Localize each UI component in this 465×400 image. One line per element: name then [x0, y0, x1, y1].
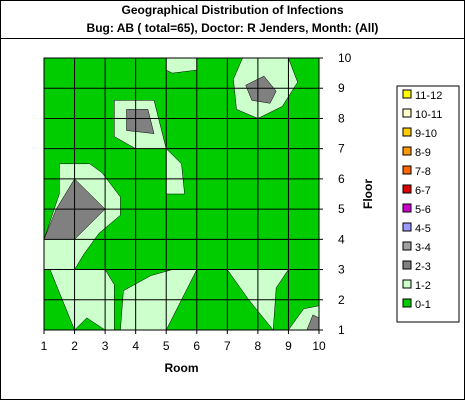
- y-tick-label: 9: [338, 81, 345, 95]
- legend-swatch-2-3: [403, 261, 411, 269]
- legend-swatch-3-4: [403, 242, 411, 250]
- y-tick-label: 1: [338, 323, 345, 337]
- x-tick-label: 1: [41, 339, 48, 353]
- legend-label: 10-11: [415, 109, 442, 121]
- legend-label: 8-9: [415, 147, 431, 159]
- x-tick-label: 7: [224, 339, 231, 353]
- x-tick-label: 6: [193, 339, 200, 353]
- x-tick-label: 9: [285, 339, 292, 353]
- legend-label: 7-8: [415, 166, 431, 178]
- legend-label: 1-2: [415, 280, 431, 292]
- legend-swatch-0-1: [403, 299, 411, 307]
- x-tick-label: 5: [163, 339, 170, 353]
- legend-swatch-5-6: [403, 204, 411, 212]
- y-tick-label: 5: [338, 202, 345, 216]
- legend-swatch-10-11: [403, 109, 411, 117]
- y-tick-label: 2: [338, 293, 345, 307]
- x-tick-label: 10: [312, 339, 326, 353]
- legend-label: 4-5: [415, 223, 431, 235]
- legend-swatch-6-7: [403, 185, 411, 193]
- legend-swatch-4-5: [403, 223, 411, 231]
- x-tick-label: 8: [255, 339, 262, 353]
- legend-swatch-7-8: [403, 166, 411, 174]
- y-tick-label: 7: [338, 142, 345, 156]
- y-tick-label: 10: [338, 51, 352, 65]
- legend-swatch-1-2: [403, 280, 411, 288]
- legend-label: 3-4: [415, 242, 431, 254]
- legend-label: 0-1: [415, 299, 431, 311]
- y-tick-label: 6: [338, 172, 345, 186]
- y-axis-label: Floor: [361, 179, 375, 209]
- x-tick-label: 2: [71, 339, 78, 353]
- x-tick-label: 3: [102, 339, 109, 353]
- legend-label: 5-6: [415, 204, 431, 216]
- legend-swatch-8-9: [403, 147, 411, 155]
- legend-label: 6-7: [415, 185, 431, 197]
- y-tick-label: 3: [338, 263, 345, 277]
- region-1-2-0: [166, 58, 197, 73]
- legend-swatch-11-12: [403, 90, 411, 98]
- legend-label: 9-10: [415, 128, 437, 140]
- y-tick-label: 4: [338, 232, 345, 246]
- x-tick-label: 4: [132, 339, 139, 353]
- x-axis-label: Room: [165, 361, 199, 375]
- legend-label: 11-12: [415, 90, 442, 102]
- y-tick-label: 8: [338, 111, 345, 125]
- legend-swatch-9-10: [403, 128, 411, 136]
- legend-label: 2-3: [415, 261, 431, 273]
